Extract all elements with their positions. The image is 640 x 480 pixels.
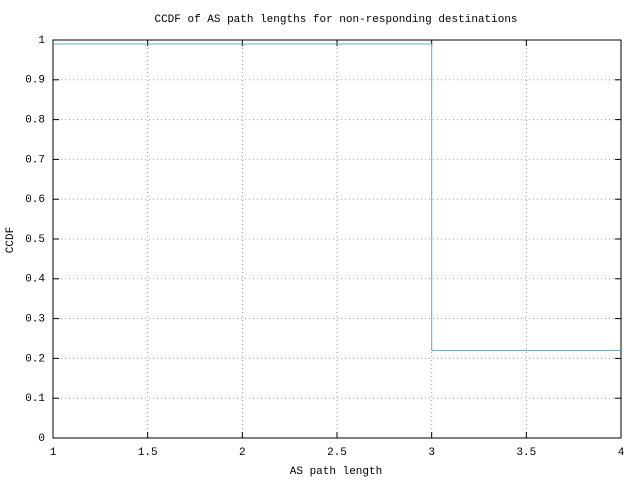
chart-title: CCDF of AS path lengths for non-respondi… <box>154 14 517 26</box>
x-tick-label: 3.5 <box>516 447 536 459</box>
x-tick-label: 3 <box>428 447 435 459</box>
y-tick-label: 0.4 <box>25 274 45 286</box>
x-tick-label: 4 <box>618 447 625 459</box>
x-tick-label: 2.5 <box>327 447 347 459</box>
x-axis-label: AS path length <box>290 466 382 478</box>
y-tick-label: 0.7 <box>25 154 45 166</box>
y-tick-label: 0.5 <box>25 234 45 246</box>
y-tick-label: 0.9 <box>25 75 45 87</box>
x-tick-label: 1 <box>50 447 57 459</box>
x-tick-label: 2 <box>239 447 246 459</box>
y-axis-label: CCDF <box>5 227 17 253</box>
data-line <box>53 43 621 351</box>
y-tick-label: 0.6 <box>25 194 45 206</box>
y-tick-label: 0.2 <box>25 353 45 365</box>
y-tick-label: 0.8 <box>25 115 45 127</box>
x-tick-label: 1.5 <box>138 447 158 459</box>
y-tick-label: 0.1 <box>25 393 45 405</box>
y-tick-label: 1 <box>38 35 45 47</box>
y-tick-label: 0 <box>38 433 45 445</box>
y-tick-label: 0.3 <box>25 314 45 326</box>
plot-border <box>52 39 622 439</box>
